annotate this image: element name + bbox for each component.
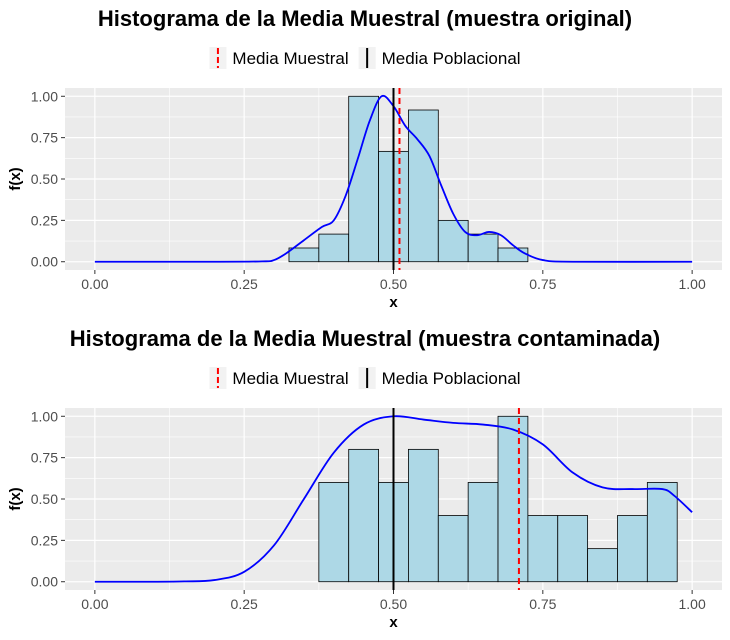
legend-entry: Media Muestral — [209, 47, 349, 69]
legend: Media Muestral Media Poblacional — [209, 47, 521, 69]
x-axis-label: x — [389, 294, 398, 311]
histogram-bar — [408, 448, 439, 583]
x-tick-label: 0.50 — [380, 276, 407, 292]
y-tick-label: 0.75 — [31, 450, 58, 466]
y-tick-label: 0.25 — [31, 532, 58, 548]
x-tick-label: 0.25 — [231, 276, 258, 292]
x-tick-label: 0.50 — [380, 596, 407, 612]
histogram-bar — [348, 448, 379, 583]
x-tick-label: 0.00 — [81, 276, 108, 292]
chart-title: Histograma de la Media Muestral (muestra… — [98, 6, 632, 31]
legend-label: Media Poblacional — [382, 49, 521, 68]
y-tick-label: 0.50 — [31, 491, 58, 507]
histogram-bar — [646, 482, 678, 583]
density-curve — [94, 415, 693, 583]
legend: Media Muestral Media Poblacional — [209, 367, 521, 389]
histogram-bar — [497, 247, 529, 263]
x-tick-label: 0.75 — [529, 596, 556, 612]
y-tick-label: 0.00 — [31, 254, 58, 270]
legend-entry: Media Poblacional — [358, 367, 521, 389]
histogram-bar — [467, 233, 499, 263]
chart-title: Histograma de la Media Muestral (muestra… — [70, 326, 661, 351]
histogram-bar — [318, 482, 350, 583]
histogram-bar — [348, 95, 379, 263]
histogram-bar — [557, 515, 589, 583]
y-tick-label: 0.00 — [31, 574, 58, 590]
histogram-bar — [587, 548, 618, 583]
legend-entry: Media Poblacional — [358, 47, 521, 69]
x-axis-label: x — [389, 614, 398, 631]
histogram-bar — [497, 415, 529, 583]
histogram-bar — [527, 515, 559, 583]
density-curve — [94, 94, 693, 263]
legend-label: Media Muestral — [232, 49, 348, 68]
y-tick-label: 1.00 — [31, 408, 58, 424]
histogram-bar — [318, 233, 350, 263]
legend-entry: Media Muestral — [209, 367, 349, 389]
y-tick-label: 0.50 — [31, 171, 58, 187]
x-tick-label: 1.00 — [679, 596, 706, 612]
histogram-bar — [288, 247, 320, 263]
x-tick-label: 0.00 — [81, 596, 108, 612]
histogram-bar — [437, 219, 469, 263]
y-axis-label: f(x) — [7, 167, 24, 190]
legend-label: Media Poblacional — [382, 369, 521, 388]
histogram-bar — [467, 482, 499, 583]
chart-1: Histograma de la Media Muestral (muestra… — [7, 6, 722, 311]
y-tick-label: 1.00 — [31, 88, 58, 104]
legend-label: Media Muestral — [232, 369, 348, 388]
histogram-bar — [408, 109, 439, 263]
chart-2: Histograma de la Media Muestral (muestra… — [7, 326, 722, 631]
x-tick-label: 1.00 — [679, 276, 706, 292]
y-axis-label: f(x) — [7, 487, 24, 510]
y-tick-label: 0.75 — [31, 130, 58, 146]
x-tick-label: 0.75 — [529, 276, 556, 292]
y-tick-label: 0.25 — [31, 212, 58, 228]
histogram-bar — [437, 515, 469, 583]
histogram-bar — [617, 515, 648, 583]
x-tick-label: 0.25 — [231, 596, 258, 612]
